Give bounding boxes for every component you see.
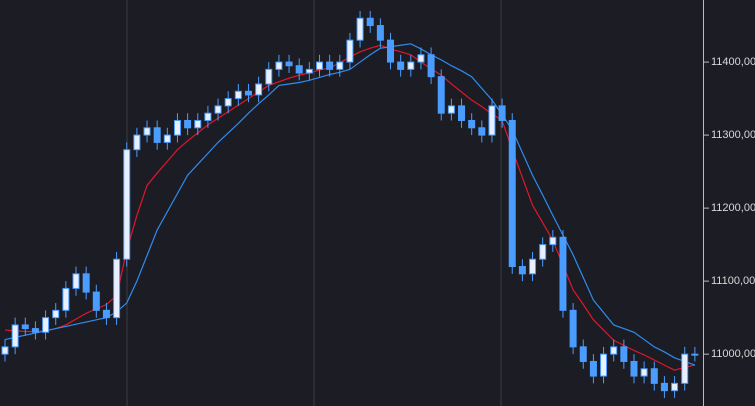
candle-body [468, 119, 476, 129]
candle-body [640, 368, 648, 377]
candle-body [366, 17, 374, 27]
candle-body [660, 382, 668, 392]
candle-body [488, 105, 496, 136]
candle-body [62, 287, 70, 311]
candle-body [427, 54, 435, 78]
y-tick-label: 11100,00 [711, 275, 755, 287]
y-tick-label: 11400,00 [711, 56, 755, 68]
candle-body [315, 61, 323, 70]
candle-body [285, 61, 293, 67]
candle-body [671, 382, 679, 392]
candle-body [630, 360, 638, 377]
candle-body [650, 368, 658, 384]
candle-body [458, 105, 466, 121]
candle-body [447, 105, 455, 114]
candle-body [173, 119, 181, 136]
candle-body [102, 309, 110, 319]
candle-body [184, 119, 192, 129]
candle-body [21, 324, 29, 330]
candle-body [295, 65, 303, 74]
candle-body [539, 244, 547, 260]
candle-body [214, 105, 222, 114]
candle-body [133, 134, 141, 151]
candle-body [153, 127, 161, 143]
candle-body [204, 112, 212, 121]
candle-body [387, 39, 395, 63]
candle-body [620, 346, 628, 362]
candle-body [376, 25, 384, 41]
candle-body [326, 61, 334, 70]
candle-body [82, 273, 90, 293]
candle-body [437, 76, 445, 114]
candle-body [356, 17, 364, 41]
candle-body [589, 360, 597, 377]
candle-body [498, 105, 506, 121]
candle-body [681, 353, 689, 384]
candle-body [518, 266, 526, 275]
candle-body [265, 68, 273, 85]
candle-body [417, 54, 425, 63]
candle-body [234, 90, 242, 100]
candle-body [529, 258, 537, 275]
candle-body [691, 353, 699, 356]
candle-body [549, 236, 557, 246]
candle-body [52, 309, 60, 319]
candle-body [31, 328, 39, 333]
candle-body [305, 68, 313, 74]
candle-body [224, 98, 232, 107]
candle-body [600, 353, 608, 377]
candle-body [569, 309, 577, 348]
candle-body [255, 83, 263, 96]
candle-body [346, 39, 354, 63]
candle-body [579, 346, 587, 362]
candle-body [1, 346, 9, 355]
candle-body [244, 90, 252, 96]
y-tick-label: 11200,00 [711, 202, 755, 214]
candle-body [275, 61, 283, 70]
candle-body [478, 127, 486, 136]
candle-body [559, 236, 567, 311]
y-tick-label: 11300,00 [711, 129, 755, 141]
candle-body [113, 258, 121, 319]
y-tick-label: 11000,00 [711, 348, 755, 360]
candle-body [610, 346, 618, 355]
candle-body [11, 324, 19, 348]
candle-body [72, 273, 80, 289]
candle-body [42, 317, 50, 333]
candle-body [123, 149, 131, 260]
candle-body [194, 119, 202, 129]
candle-body [143, 127, 151, 136]
candle-body [397, 61, 405, 70]
candle-body [336, 61, 344, 70]
candle-body [163, 134, 171, 143]
candle-body [407, 61, 415, 70]
candle-body [92, 291, 100, 311]
candle-body [508, 119, 516, 268]
